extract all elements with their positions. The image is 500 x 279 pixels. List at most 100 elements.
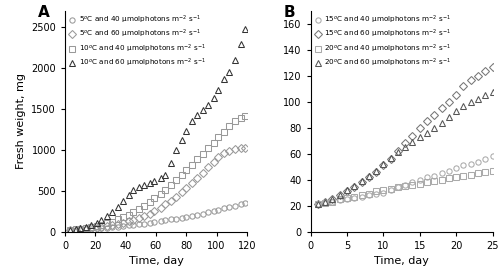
- 5$^o$C and 40 μmolphotons m$^{-2}$ s$^{-1}$: [66, 228, 72, 232]
- 20$^o$C and 60 μmolphotons m$^{-2}$ s$^{-1}$: [475, 98, 481, 101]
- 10$^o$C and 40 μmolphotons m$^{-2}$ s$^{-1}$: [77, 227, 83, 230]
- 5$^o$C and 60 μmolphotons m$^{-2}$ s$^{-1}$: [66, 228, 72, 232]
- 15$^o$C and 60 μmolphotons m$^{-2}$ s$^{-1}$: [453, 94, 459, 97]
- 5$^o$C and 60 μmolphotons m$^{-2}$ s$^{-1}$: [136, 216, 142, 220]
- 15$^o$C and 60 μmolphotons m$^{-2}$ s$^{-1}$: [395, 150, 401, 153]
- 5$^o$C and 40 μmolphotons m$^{-2}$ s$^{-1}$: [72, 228, 78, 232]
- 10$^o$C and 60 μmolphotons m$^{-2}$ s$^{-1}$: [172, 148, 178, 151]
- 20$^o$C and 40 μmolphotons m$^{-2}$ s$^{-1}$: [490, 169, 496, 172]
- 5$^o$C and 60 μmolphotons m$^{-2}$ s$^{-1}$: [109, 223, 115, 227]
- 10$^o$C and 60 μmolphotons m$^{-2}$ s$^{-1}$: [72, 227, 78, 231]
- 10$^o$C and 40 μmolphotons m$^{-2}$ s$^{-1}$: [200, 152, 206, 156]
- 15$^o$C and 40 μmolphotons m$^{-2}$ s$^{-1}$: [322, 201, 328, 205]
- Line: 10$^o$C and 40 μmolphotons m$^{-2}$ s$^{-1}$: 10$^o$C and 40 μmolphotons m$^{-2}$ s$^{…: [67, 113, 248, 232]
- 15$^o$C and 60 μmolphotons m$^{-2}$ s$^{-1}$: [322, 200, 328, 203]
- 10$^o$C and 60 μmolphotons m$^{-2}$ s$^{-1}$: [232, 59, 238, 62]
- 20$^o$C and 60 μmolphotons m$^{-2}$ s$^{-1}$: [432, 126, 438, 129]
- 10$^o$C and 40 μmolphotons m$^{-2}$ s$^{-1}$: [126, 213, 132, 217]
- 5$^o$C and 40 μmolphotons m$^{-2}$ s$^{-1}$: [221, 207, 227, 210]
- 10$^o$C and 60 μmolphotons m$^{-2}$ s$^{-1}$: [200, 108, 206, 112]
- 5$^o$C and 40 μmolphotons m$^{-2}$ s$^{-1}$: [141, 222, 147, 225]
- 10$^o$C and 40 μmolphotons m$^{-2}$ s$^{-1}$: [136, 208, 142, 211]
- 10$^o$C and 40 μmolphotons m$^{-2}$ s$^{-1}$: [204, 147, 210, 150]
- 10$^o$C and 60 μmolphotons m$^{-2}$ s$^{-1}$: [136, 185, 142, 188]
- 5$^o$C and 60 μmolphotons m$^{-2}$ s$^{-1}$: [104, 225, 110, 228]
- 5$^o$C and 40 μmolphotons m$^{-2}$ s$^{-1}$: [204, 211, 210, 214]
- 10$^o$C and 60 μmolphotons m$^{-2}$ s$^{-1}$: [152, 179, 158, 182]
- 15$^o$C and 60 μmolphotons m$^{-2}$ s$^{-1}$: [380, 164, 386, 167]
- 20$^o$C and 60 μmolphotons m$^{-2}$ s$^{-1}$: [446, 116, 452, 119]
- 5$^o$C and 60 μmolphotons m$^{-2}$ s$^{-1}$: [158, 206, 164, 210]
- 10$^o$C and 40 μmolphotons m$^{-2}$ s$^{-1}$: [120, 216, 126, 219]
- 10$^o$C and 40 μmolphotons m$^{-2}$ s$^{-1}$: [162, 188, 168, 191]
- Y-axis label: Fresh weight, mg: Fresh weight, mg: [16, 73, 26, 169]
- 10$^o$C and 40 μmolphotons m$^{-2}$ s$^{-1}$: [94, 225, 100, 228]
- Legend: 15$^o$C and 40 μmolphotons m$^{-2}$ s$^{-1}$, 15$^o$C and 60 μmolphotons m$^{-2}: 15$^o$C and 40 μmolphotons m$^{-2}$ s$^{…: [313, 13, 452, 69]
- 5$^o$C and 60 μmolphotons m$^{-2}$ s$^{-1}$: [204, 165, 210, 169]
- 10$^o$C and 60 μmolphotons m$^{-2}$ s$^{-1}$: [130, 188, 136, 192]
- 15$^o$C and 40 μmolphotons m$^{-2}$ s$^{-1}$: [410, 181, 416, 184]
- 10$^o$C and 40 μmolphotons m$^{-2}$ s$^{-1}$: [232, 120, 238, 123]
- 20$^o$C and 40 μmolphotons m$^{-2}$ s$^{-1}$: [424, 181, 430, 184]
- 5$^o$C and 60 μmolphotons m$^{-2}$ s$^{-1}$: [115, 222, 121, 226]
- 5$^o$C and 60 μmolphotons m$^{-2}$ s$^{-1}$: [83, 227, 89, 231]
- 5$^o$C and 40 μmolphotons m$^{-2}$ s$^{-1}$: [242, 201, 248, 204]
- 5$^o$C and 40 μmolphotons m$^{-2}$ s$^{-1}$: [172, 217, 178, 220]
- 10$^o$C and 60 μmolphotons m$^{-2}$ s$^{-1}$: [194, 113, 200, 117]
- 15$^o$C and 60 μmolphotons m$^{-2}$ s$^{-1}$: [416, 126, 422, 129]
- 10$^o$C and 60 μmolphotons m$^{-2}$ s$^{-1}$: [242, 27, 248, 31]
- 5$^o$C and 40 μmolphotons m$^{-2}$ s$^{-1}$: [178, 216, 184, 220]
- 10$^o$C and 40 μmolphotons m$^{-2}$ s$^{-1}$: [141, 204, 147, 208]
- 20$^o$C and 60 μmolphotons m$^{-2}$ s$^{-1}$: [351, 184, 357, 188]
- 20$^o$C and 40 μmolphotons m$^{-2}$ s$^{-1}$: [315, 203, 321, 206]
- 15$^o$C and 40 μmolphotons m$^{-2}$ s$^{-1}$: [482, 157, 488, 161]
- 20$^o$C and 60 μmolphotons m$^{-2}$ s$^{-1}$: [344, 188, 350, 192]
- 15$^o$C and 60 μmolphotons m$^{-2}$ s$^{-1}$: [344, 190, 350, 193]
- 20$^o$C and 40 μmolphotons m$^{-2}$ s$^{-1}$: [438, 178, 444, 181]
- 20$^o$C and 60 μmolphotons m$^{-2}$ s$^{-1}$: [416, 135, 422, 139]
- 20$^o$C and 40 μmolphotons m$^{-2}$ s$^{-1}$: [410, 183, 416, 187]
- 20$^o$C and 40 μmolphotons m$^{-2}$ s$^{-1}$: [322, 201, 328, 205]
- 20$^o$C and 60 μmolphotons m$^{-2}$ s$^{-1}$: [395, 151, 401, 154]
- 15$^o$C and 60 μmolphotons m$^{-2}$ s$^{-1}$: [330, 198, 336, 201]
- 5$^o$C and 60 μmolphotons m$^{-2}$ s$^{-1}$: [94, 226, 100, 230]
- 20$^o$C and 40 μmolphotons m$^{-2}$ s$^{-1}$: [453, 175, 459, 179]
- 15$^o$C and 60 μmolphotons m$^{-2}$ s$^{-1}$: [468, 78, 473, 81]
- 15$^o$C and 60 μmolphotons m$^{-2}$ s$^{-1}$: [475, 74, 481, 78]
- 5$^o$C and 60 μmolphotons m$^{-2}$ s$^{-1}$: [168, 199, 174, 202]
- 20$^o$C and 60 μmolphotons m$^{-2}$ s$^{-1}$: [373, 169, 379, 172]
- Legend: 5$^o$C and 40 μmolphotons m$^{-2}$ s$^{-1}$, 5$^o$C and 60 μmolphotons m$^{-2}$ : 5$^o$C and 40 μmolphotons m$^{-2}$ s$^{-…: [67, 13, 206, 69]
- 5$^o$C and 60 μmolphotons m$^{-2}$ s$^{-1}$: [194, 176, 200, 180]
- 20$^o$C and 40 μmolphotons m$^{-2}$ s$^{-1}$: [351, 195, 357, 198]
- 10$^o$C and 60 μmolphotons m$^{-2}$ s$^{-1}$: [221, 77, 227, 81]
- 20$^o$C and 60 μmolphotons m$^{-2}$ s$^{-1}$: [402, 146, 408, 149]
- 5$^o$C and 60 μmolphotons m$^{-2}$ s$^{-1}$: [172, 195, 178, 198]
- 5$^o$C and 40 μmolphotons m$^{-2}$ s$^{-1}$: [77, 228, 83, 231]
- 10$^o$C and 40 μmolphotons m$^{-2}$ s$^{-1}$: [109, 220, 115, 223]
- 10$^o$C and 60 μmolphotons m$^{-2}$ s$^{-1}$: [184, 129, 190, 133]
- 5$^o$C and 60 μmolphotons m$^{-2}$ s$^{-1}$: [221, 152, 227, 155]
- 5$^o$C and 60 μmolphotons m$^{-2}$ s$^{-1}$: [126, 220, 132, 223]
- 15$^o$C and 40 μmolphotons m$^{-2}$ s$^{-1}$: [358, 195, 364, 198]
- 5$^o$C and 40 μmolphotons m$^{-2}$ s$^{-1}$: [238, 203, 244, 206]
- 15$^o$C and 60 μmolphotons m$^{-2}$ s$^{-1}$: [336, 194, 342, 197]
- 15$^o$C and 40 μmolphotons m$^{-2}$ s$^{-1}$: [416, 178, 422, 181]
- 15$^o$C and 60 μmolphotons m$^{-2}$ s$^{-1}$: [373, 170, 379, 174]
- 15$^o$C and 40 μmolphotons m$^{-2}$ s$^{-1}$: [380, 191, 386, 194]
- 10$^o$C and 60 μmolphotons m$^{-2}$ s$^{-1}$: [94, 221, 100, 224]
- 15$^o$C and 60 μmolphotons m$^{-2}$ s$^{-1}$: [315, 203, 321, 206]
- 10$^o$C and 40 μmolphotons m$^{-2}$ s$^{-1}$: [184, 168, 190, 172]
- 20$^o$C and 60 μmolphotons m$^{-2}$ s$^{-1}$: [468, 100, 473, 104]
- 5$^o$C and 40 μmolphotons m$^{-2}$ s$^{-1}$: [136, 223, 142, 226]
- 5$^o$C and 60 μmolphotons m$^{-2}$ s$^{-1}$: [200, 171, 206, 174]
- 15$^o$C and 60 μmolphotons m$^{-2}$ s$^{-1}$: [402, 142, 408, 145]
- 15$^o$C and 60 μmolphotons m$^{-2}$ s$^{-1}$: [388, 157, 394, 161]
- 10$^o$C and 60 μmolphotons m$^{-2}$ s$^{-1}$: [210, 96, 216, 99]
- Line: 10$^o$C and 60 μmolphotons m$^{-2}$ s$^{-1}$: 10$^o$C and 60 μmolphotons m$^{-2}$ s$^{…: [67, 27, 248, 232]
- 20$^o$C and 60 μmolphotons m$^{-2}$ s$^{-1}$: [330, 198, 336, 201]
- 5$^o$C and 40 μmolphotons m$^{-2}$ s$^{-1}$: [184, 215, 190, 219]
- Line: 20$^o$C and 60 μmolphotons m$^{-2}$ s$^{-1}$: 20$^o$C and 60 μmolphotons m$^{-2}$ s$^{…: [315, 89, 495, 207]
- 15$^o$C and 40 μmolphotons m$^{-2}$ s$^{-1}$: [344, 198, 350, 201]
- 10$^o$C and 40 μmolphotons m$^{-2}$ s$^{-1}$: [147, 201, 153, 204]
- 10$^o$C and 40 μmolphotons m$^{-2}$ s$^{-1}$: [178, 174, 184, 177]
